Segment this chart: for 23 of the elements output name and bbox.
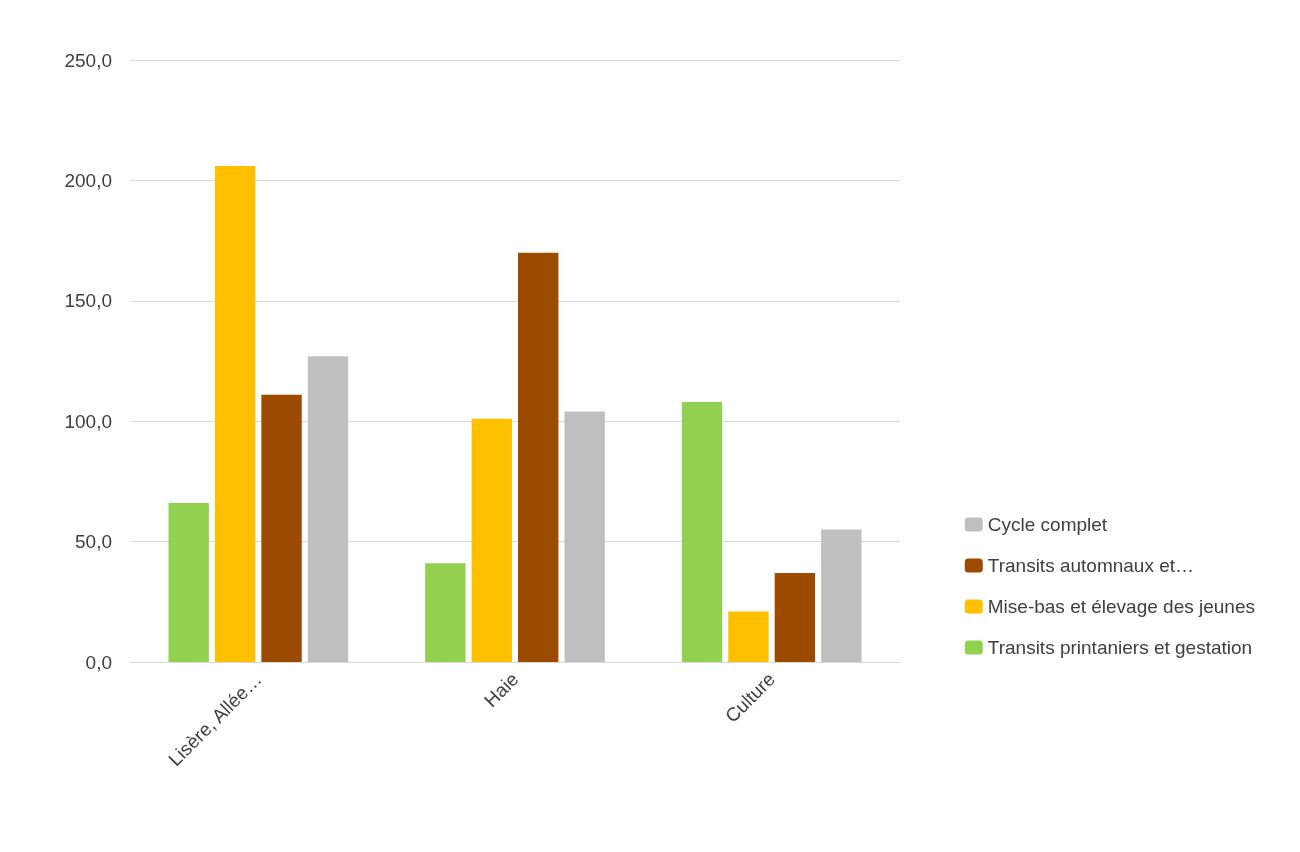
y-tick-label: 150,0 — [64, 290, 112, 312]
y-tick-label: 250,0 — [64, 49, 112, 71]
bar — [518, 252, 559, 662]
bar — [681, 401, 723, 662]
y-tick-label: 100,0 — [64, 410, 112, 432]
legend-label: Transits printaniers et gestation — [987, 637, 1253, 658]
bar — [821, 529, 862, 662]
y-tick-label: 50,0 — [75, 531, 112, 553]
legend-label: Mise-bas et élevage des jeunes — [987, 596, 1255, 617]
bar — [564, 411, 605, 662]
y-tick-label: 200,0 — [64, 169, 112, 191]
bar — [261, 394, 302, 662]
bar — [168, 503, 209, 662]
legend-label: Cycle complet — [987, 514, 1108, 535]
bar — [728, 611, 769, 662]
bar — [471, 418, 512, 662]
bar — [425, 563, 466, 662]
legend-label: Transits automnaux et… — [987, 555, 1195, 576]
bar — [774, 572, 816, 662]
bar — [307, 356, 349, 662]
bar — [214, 165, 256, 662]
y-tick-label: 0,0 — [85, 651, 112, 673]
x-tick-label: Haie — [479, 668, 523, 712]
